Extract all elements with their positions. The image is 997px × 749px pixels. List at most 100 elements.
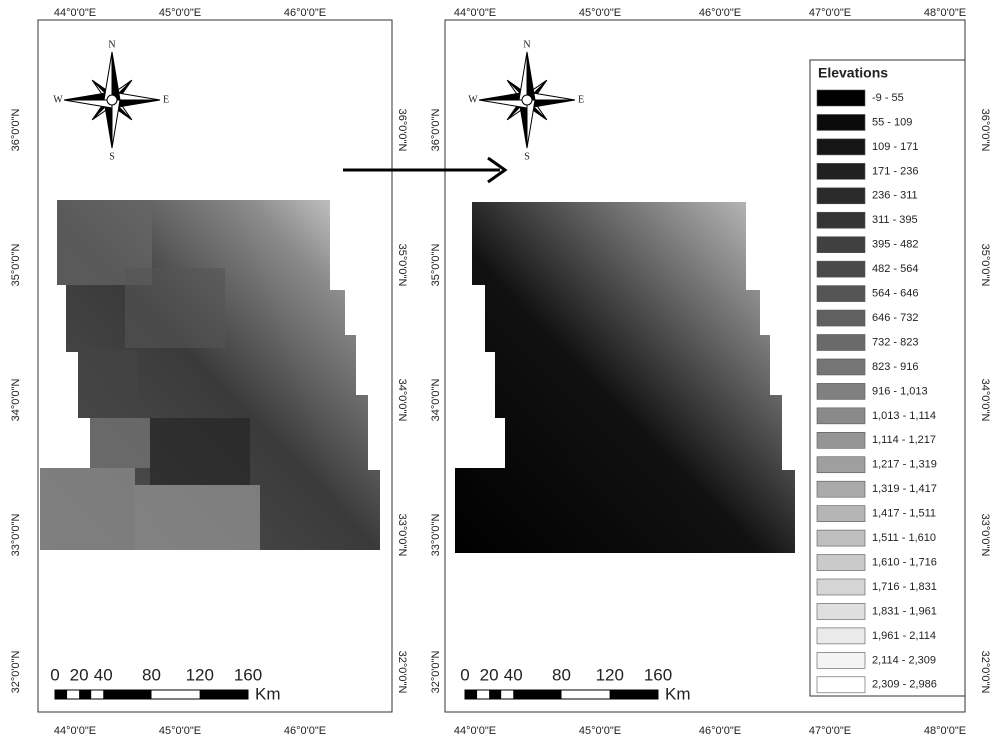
lon-label: 46°0'0"E	[284, 7, 326, 19]
legend-swatch	[817, 114, 865, 130]
compass-center	[522, 95, 532, 105]
legend-swatch	[817, 237, 865, 253]
legend-label: 1,831 - 1,961	[872, 605, 937, 617]
legend-swatch	[817, 383, 865, 399]
lon-label: 44°0'0"E	[54, 7, 96, 19]
lat-label: 35°0'0"N	[396, 244, 408, 287]
lat-label: 34°0'0"N	[430, 379, 442, 422]
scale-seg	[610, 690, 658, 699]
lat-label: 36°0'0"N	[430, 109, 442, 152]
lat-label: 33°0'0"N	[979, 514, 991, 557]
legend-label: 1,114 - 1,217	[872, 434, 936, 446]
legend-label: 564 - 646	[872, 288, 918, 300]
legend-label: 109 - 171	[872, 141, 918, 153]
lat-label: 36°0'0"N	[10, 109, 22, 152]
legend-swatch	[817, 335, 865, 351]
lat-label: 32°0'0"N	[10, 651, 22, 694]
figure: Elevations 44°0'0"E45°0'0"E46°0'0"E44°0'…	[0, 0, 997, 744]
legend-swatch	[817, 408, 865, 424]
lon-label: 47°0'0"E	[809, 7, 851, 19]
legend-swatch	[817, 286, 865, 302]
scale-label: 20	[480, 665, 499, 684]
legend-label: 1,716 - 1,831	[872, 581, 937, 593]
lat-label: 32°0'0"N	[979, 651, 991, 694]
legend-label: 1,961 - 2,114	[872, 630, 936, 642]
compass-letter: E	[578, 94, 584, 105]
legend-swatch	[817, 530, 865, 546]
lon-label: 46°0'0"E	[284, 725, 326, 737]
scale-label: 40	[94, 665, 113, 684]
lon-label: 47°0'0"E	[809, 725, 851, 737]
lat-label: 32°0'0"N	[430, 651, 442, 694]
lon-label: 45°0'0"E	[159, 7, 201, 19]
lon-label: 44°0'0"E	[54, 725, 96, 737]
lat-label: 35°0'0"N	[430, 244, 442, 287]
legend-label: 171 - 236	[872, 165, 918, 177]
scale-seg	[513, 690, 561, 699]
legend-label: 732 - 823	[872, 336, 918, 348]
legend-label: 1,217 - 1,319	[872, 459, 937, 471]
lat-label: 33°0'0"N	[430, 514, 442, 557]
scale-unit: Km	[255, 684, 281, 703]
lat-label: 36°0'0"N	[979, 109, 991, 152]
legend-swatch	[817, 457, 865, 473]
legend-swatch	[817, 432, 865, 448]
lon-label: 45°0'0"E	[579, 725, 621, 737]
legend-swatch	[817, 310, 865, 326]
lat-label: 32°0'0"N	[396, 651, 408, 694]
compass-letter: E	[163, 94, 169, 105]
legend-label: 1,319 - 1,417	[872, 483, 937, 495]
legend-swatch	[817, 90, 865, 106]
scale-label: 120	[186, 665, 214, 684]
scale-label: 40	[504, 665, 523, 684]
legend-swatch	[817, 603, 865, 619]
legend-swatch	[817, 188, 865, 204]
legend-swatch	[817, 506, 865, 522]
legend-label: 236 - 311	[872, 190, 918, 202]
lat-label: 35°0'0"N	[10, 244, 22, 287]
lat-label: 35°0'0"N	[979, 244, 991, 287]
legend-label: 2,114 - 2,309	[872, 654, 936, 666]
legend-swatch	[817, 555, 865, 571]
scale-seg	[200, 690, 248, 699]
legend-label: 646 - 732	[872, 312, 918, 324]
legend-swatch	[817, 261, 865, 277]
scale-seg	[489, 690, 501, 699]
lat-label: 33°0'0"N	[396, 514, 408, 557]
dem-merged	[455, 202, 795, 553]
legend-box	[810, 60, 965, 696]
lon-label: 44°0'0"E	[454, 7, 496, 19]
legend-label: 823 - 916	[872, 361, 918, 373]
lon-label: 45°0'0"E	[579, 7, 621, 19]
scale-seg	[465, 690, 477, 699]
legend-label: 2,309 - 2,986	[872, 679, 937, 691]
legend-label: 1,511 - 1,610	[872, 532, 936, 544]
legend-swatch	[817, 212, 865, 228]
scale-label: 80	[142, 665, 161, 684]
legend-label: 1,610 - 1,716	[872, 556, 937, 568]
legend-label: 916 - 1,013	[872, 385, 928, 397]
lon-label: 45°0'0"E	[159, 725, 201, 737]
legend-label: 55 - 109	[872, 116, 912, 128]
compass-letter: W	[53, 94, 63, 105]
lon-label: 48°0'0"E	[924, 7, 966, 19]
lon-label: 46°0'0"E	[699, 7, 741, 19]
legend-label: 395 - 482	[872, 239, 918, 251]
legend-swatch	[817, 652, 865, 668]
scale-unit: Km	[665, 684, 691, 703]
lat-label: 34°0'0"N	[979, 379, 991, 422]
compass-center	[107, 95, 117, 105]
legend-label: -9 - 55	[872, 92, 904, 104]
legend-swatch	[817, 628, 865, 644]
lat-label: 34°0'0"N	[396, 379, 408, 422]
lon-label: 44°0'0"E	[454, 725, 496, 737]
legend-swatch	[817, 163, 865, 179]
lat-label: 33°0'0"N	[10, 514, 22, 557]
lat-label: 36°0'0"N	[396, 109, 408, 152]
legend-swatch	[817, 677, 865, 693]
lat-label: 34°0'0"N	[10, 379, 22, 422]
legend-swatch	[817, 579, 865, 595]
scale-label: 80	[552, 665, 571, 684]
compass-letter: S	[524, 151, 530, 162]
legend-swatch	[817, 139, 865, 155]
